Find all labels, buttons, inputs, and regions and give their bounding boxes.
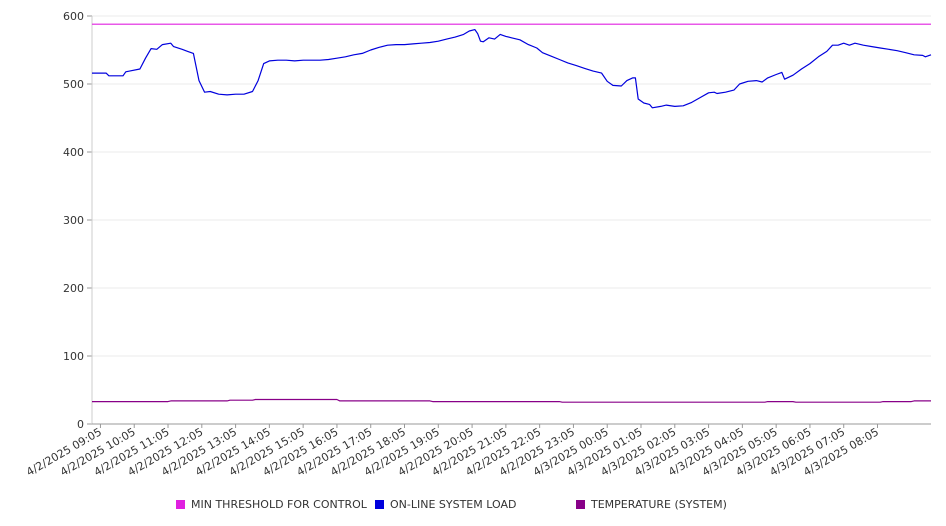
legend-swatch	[176, 500, 185, 509]
legend-swatch	[375, 500, 384, 509]
system-load-line	[92, 29, 932, 109]
legend: MIN THRESHOLD FOR CONTROL ON-LINE SYSTEM …	[0, 496, 946, 516]
y-tick-label: 0	[77, 418, 84, 431]
temperature-line	[92, 398, 931, 403]
y-tick-label: 600	[63, 10, 84, 23]
y-tick-label: 400	[63, 146, 84, 159]
legend-label: TEMPERATURE (SYSTEM)	[591, 498, 727, 511]
legend-swatch	[576, 500, 585, 509]
legend-item: ON-LINE SYSTEM LOAD	[375, 498, 516, 511]
legend-label: ON-LINE SYSTEM LOAD	[390, 498, 517, 511]
y-tick-label: 300	[63, 214, 84, 227]
y-tick-label: 100	[63, 350, 84, 363]
legend-item: MIN THRESHOLD FOR CONTROL	[176, 498, 367, 511]
legend-label: MIN THRESHOLD FOR CONTROL	[191, 498, 367, 511]
legend-item: TEMPERATURE (SYSTEM)	[576, 498, 727, 511]
y-tick-label: 200	[63, 282, 84, 295]
y-tick-label: 500	[63, 78, 84, 91]
